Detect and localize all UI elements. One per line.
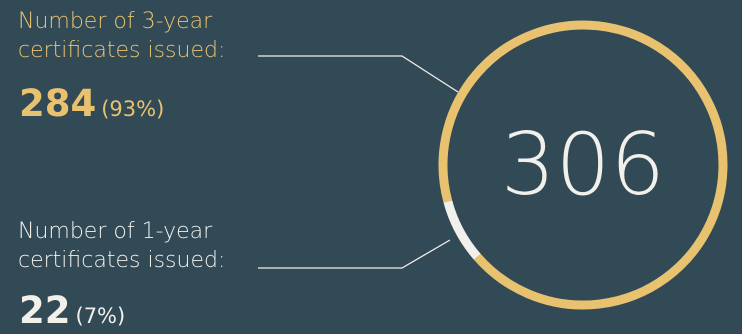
ring-segment-1yr xyxy=(443,200,481,260)
value-3yr: 284 xyxy=(19,82,97,125)
percent-1yr: (7%) xyxy=(75,304,126,328)
stat-1yr: 22 (7%) xyxy=(19,291,125,331)
label-1yr-line1: Number of 1-year xyxy=(18,219,213,244)
label-1yr: Number of 1-year certificates issued: xyxy=(18,217,225,275)
percent-3yr: (93%) xyxy=(101,97,165,121)
label-3yr-line2: certificates issued: xyxy=(18,38,226,63)
leader-line-3yr xyxy=(258,55,459,93)
total-value: 306 xyxy=(501,115,665,215)
ring-segment-3yr xyxy=(438,20,728,310)
donut-ring xyxy=(438,20,728,310)
stat-3yr: 284 (93%) xyxy=(19,84,164,124)
value-1yr: 22 xyxy=(19,289,71,332)
leader-line-1yr xyxy=(258,239,451,269)
label-1yr-line2: certificates issued: xyxy=(18,248,226,273)
label-3yr: Number of 3-year certificates issued: xyxy=(18,7,225,65)
label-3yr-line1: Number of 3-year xyxy=(18,9,213,34)
